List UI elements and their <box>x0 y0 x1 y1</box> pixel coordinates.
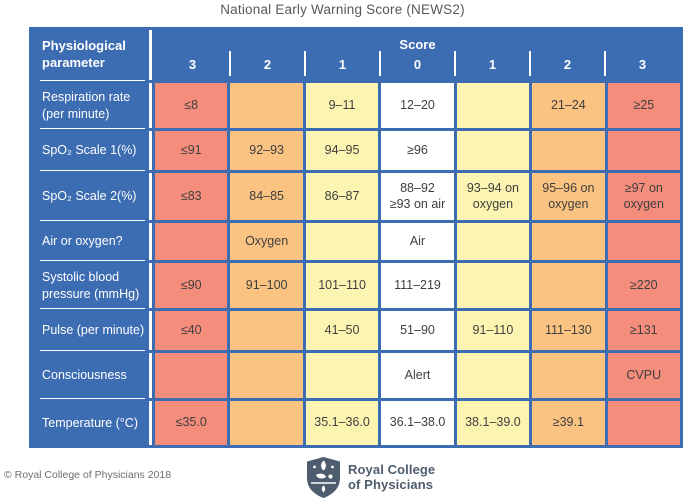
score-cell <box>607 223 680 260</box>
score-cell: ≤91 <box>155 131 228 170</box>
score-column-header: 3 <box>188 56 197 72</box>
copyright-text: © Royal College of Physicians 2018 <box>4 469 172 481</box>
score-column-header: 2 <box>229 51 305 76</box>
row-label: SpO₂ Scale 2(%) <box>32 173 152 221</box>
score-column-header: 3 <box>604 51 680 76</box>
score-cell: 51–90 <box>381 311 454 350</box>
score-cell <box>456 223 530 260</box>
score-cell <box>155 353 228 398</box>
score-cell: 21–24 <box>532 83 605 128</box>
score-cell <box>532 263 605 308</box>
score-cell <box>532 353 605 398</box>
score-cell: 88–92 ≥93 on air <box>381 173 454 220</box>
row-label: Systolic blood pressure (mmHg) <box>32 263 152 309</box>
score-cell: ≥25 <box>607 83 680 128</box>
score-cell: 93–94 on oxygen <box>456 173 530 220</box>
physiological-parameter-header: Physiological parameter <box>32 30 152 81</box>
score-cell: ≤40 <box>155 311 228 350</box>
score-header-label: Score <box>399 37 436 52</box>
score-cell: 35.1–36.0 <box>305 401 379 445</box>
rcp-logo: Royal College of Physicians <box>306 456 435 499</box>
score-cell <box>607 401 680 445</box>
score-cell: 91–100 <box>230 263 303 308</box>
score-cell <box>532 131 605 170</box>
score-cell <box>456 83 530 128</box>
score-cell: ≤90 <box>155 263 228 308</box>
score-cell: ≥96 <box>381 131 454 170</box>
score-cell: 12–20 <box>381 83 454 128</box>
score-cell <box>607 131 680 170</box>
score-cell: Air <box>381 223 454 260</box>
score-cell: ≥39.1 <box>532 401 605 445</box>
score-cell: 95–96 on oxygen <box>532 173 605 220</box>
row-label: SpO₂ Scale 1(%) <box>32 131 152 171</box>
logo-line2: of Physicians <box>348 476 434 492</box>
row-label: Respiration rate (per minute) <box>32 83 152 129</box>
score-cell <box>532 223 605 260</box>
score-cell <box>230 83 303 128</box>
score-cell: ≥131 <box>607 311 680 350</box>
score-cell: 36.1–38.0 <box>381 401 454 445</box>
score-cell: 101–110 <box>305 263 379 308</box>
score-column-header: 1 <box>304 51 380 76</box>
score-cell <box>305 223 379 260</box>
score-cell: Oxygen <box>230 223 303 260</box>
score-cell <box>155 223 228 260</box>
score-cell: Alert <box>381 353 454 398</box>
score-cell: CVPU <box>607 353 680 398</box>
row-label: Pulse (per minute) <box>32 311 152 351</box>
logo-line1: Royal College <box>348 461 436 477</box>
score-cell: 111–130 <box>532 311 605 350</box>
score-column-header: 1 <box>454 51 530 76</box>
score-cell: 38.1–39.0 <box>456 401 530 445</box>
rcp-logo-text: Royal College of Physicians <box>348 461 436 492</box>
score-cell <box>230 401 303 445</box>
score-cell: ≤8 <box>155 83 228 128</box>
score-cell <box>230 353 303 398</box>
row-label: Air or oxygen? <box>32 223 152 261</box>
score-column-header: 0 <box>379 51 455 76</box>
score-cell <box>230 311 303 350</box>
row-label: Temperature (°C) <box>32 401 152 445</box>
score-cell: 86–87 <box>305 173 379 220</box>
score-cell: 84–85 <box>230 173 303 220</box>
rcp-shield-icon <box>307 457 340 498</box>
score-cell <box>456 263 530 308</box>
score-cell: 111–219 <box>381 263 454 308</box>
score-cell <box>456 353 530 398</box>
score-cell: 9–11 <box>305 83 379 128</box>
score-cell <box>456 131 530 170</box>
score-cell: ≥97 on oxygen <box>607 173 680 220</box>
score-cell <box>305 353 379 398</box>
score-cell: ≤83 <box>155 173 228 220</box>
score-cell: 94–95 <box>305 131 379 170</box>
score-column-header: 2 <box>529 51 605 76</box>
score-cell: 41–50 <box>305 311 379 350</box>
score-cell: 92–93 <box>230 131 303 170</box>
score-cell: ≥220 <box>607 263 680 308</box>
page-title: National Early Warning Score (NEWS2) <box>220 2 465 17</box>
row-label: Consciousness <box>32 353 152 399</box>
score-cell: 91–110 <box>456 311 530 350</box>
score-cell: ≤35.0 <box>155 401 228 445</box>
